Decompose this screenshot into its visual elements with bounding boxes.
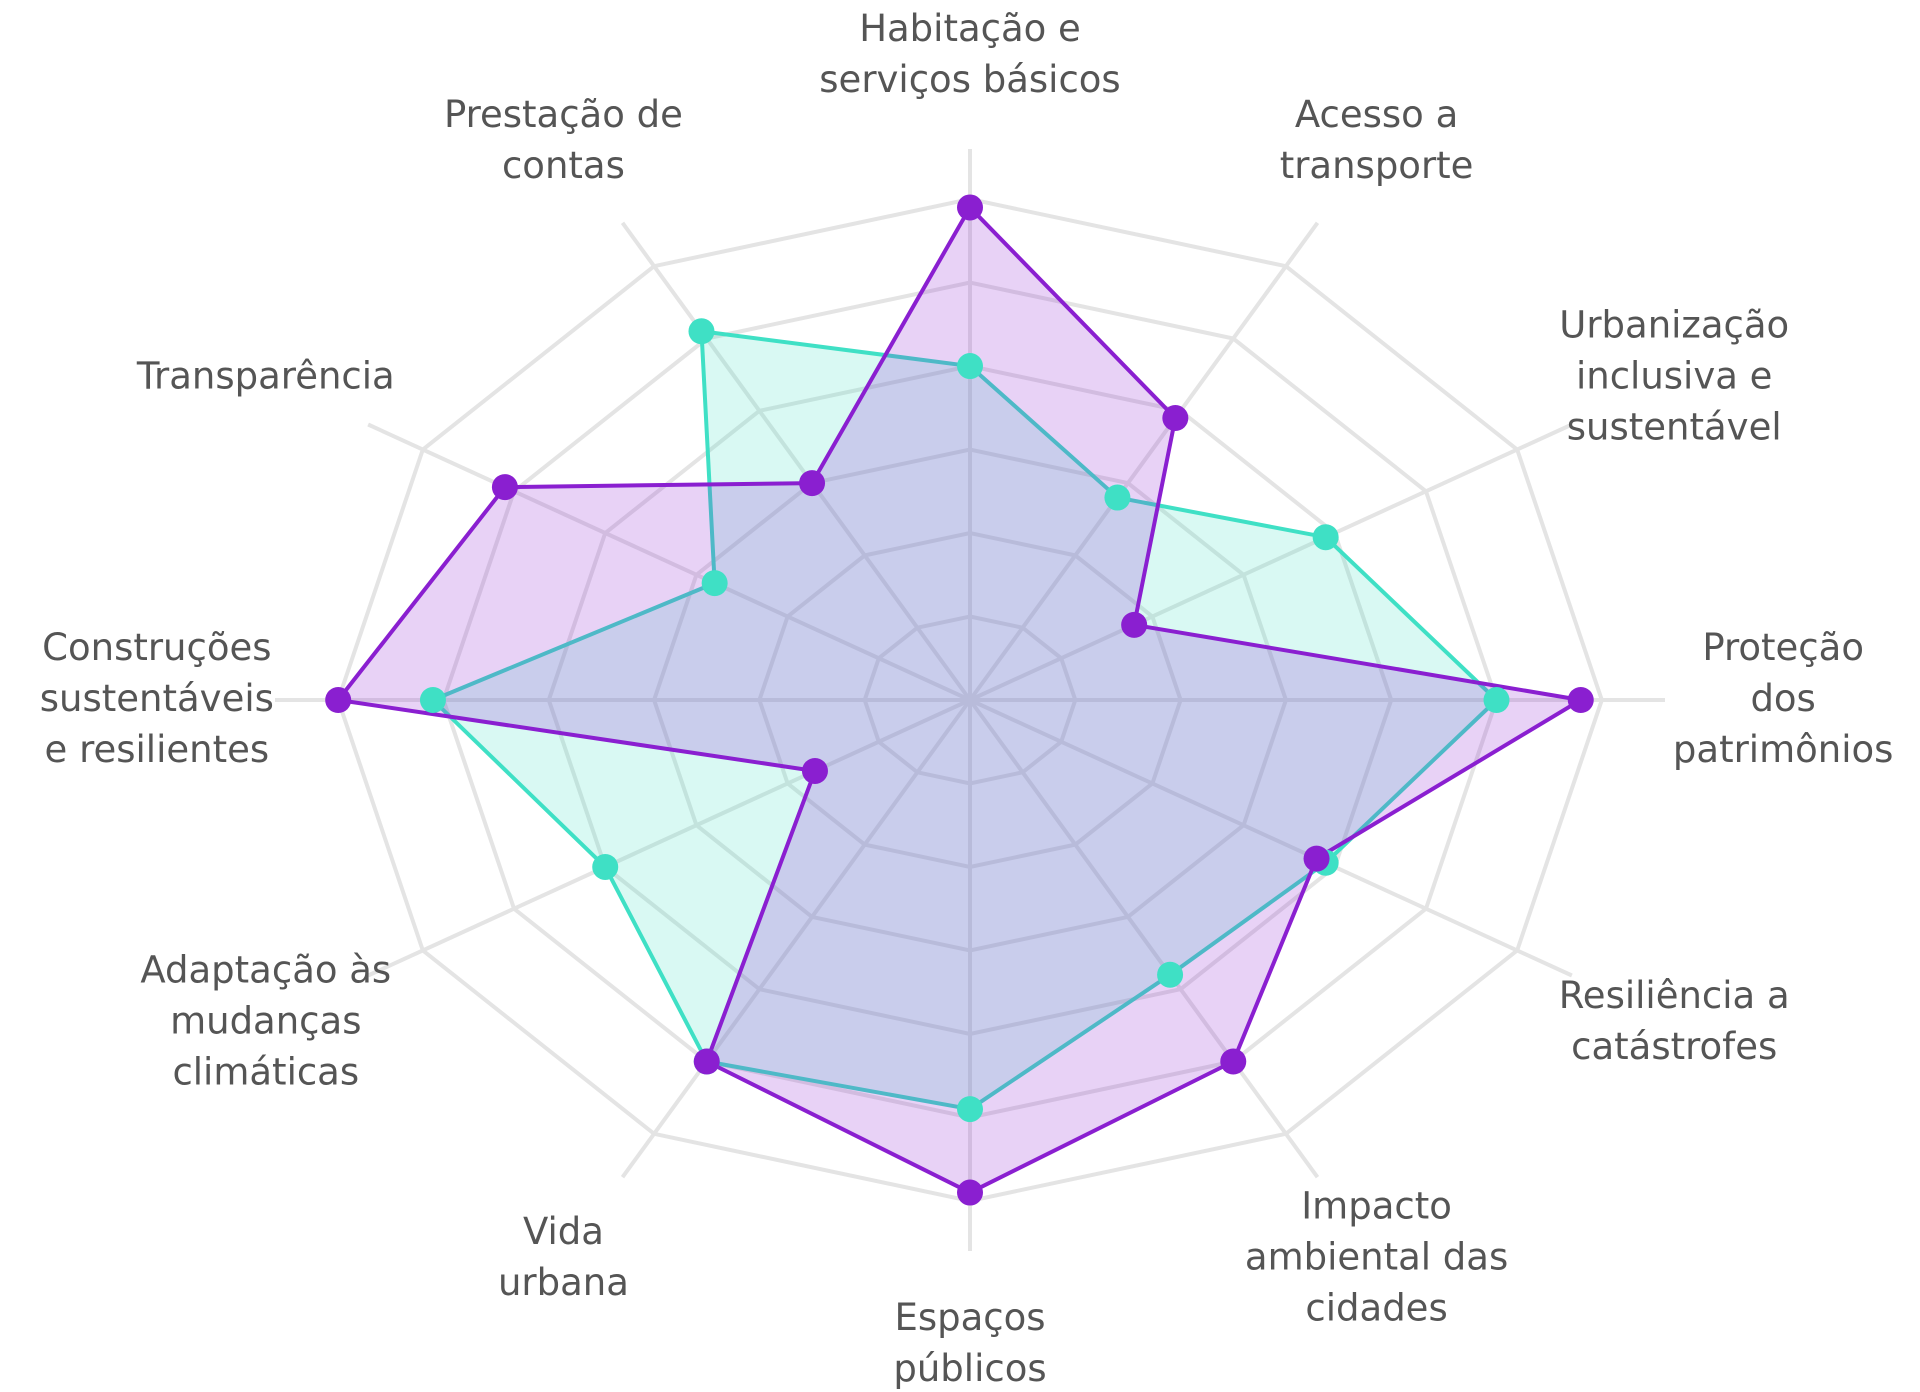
- axis-label: Prestação de contas: [444, 93, 683, 187]
- axis-label-line: inclusiva e: [1576, 354, 1772, 397]
- axis-label-line: públicos: [893, 1347, 1046, 1390]
- series-point: [957, 353, 983, 380]
- axis-label-line: contas: [502, 144, 625, 187]
- series-point: [1162, 405, 1189, 432]
- axis-label: Transparência: [136, 354, 395, 397]
- axis-label: Vida urbana: [498, 1209, 629, 1303]
- grid-spoke: [968, 698, 1320, 1179]
- series-point: [693, 1048, 720, 1075]
- grid-spoke: [969, 422, 1573, 702]
- axis-label: Resiliência a catástrofes: [1559, 973, 1790, 1067]
- axis-label: Adaptação às mudanças climáticas: [140, 948, 391, 1093]
- series-point: [957, 194, 983, 221]
- axis-label-line: serviços básicos: [819, 57, 1120, 100]
- series-point: [592, 853, 619, 880]
- series-point: [957, 1096, 983, 1123]
- axis-label: Espaços públicos: [893, 1296, 1046, 1390]
- axis-label-line: Proteção: [1702, 626, 1864, 669]
- series-point: [1312, 524, 1339, 551]
- axis-label: Acesso a transporte: [1280, 93, 1474, 187]
- series-point: [688, 318, 715, 345]
- axis-label-line: Construções: [42, 626, 271, 669]
- series-point: [1121, 611, 1148, 638]
- grid-spoke: [968, 221, 1320, 702]
- series-point: [1567, 687, 1594, 713]
- axis-label: Impacto ambiental das cidades: [1245, 1184, 1508, 1329]
- series-point: [1220, 1048, 1247, 1075]
- axis-label-line: Habitação e: [859, 6, 1081, 49]
- series-point: [491, 474, 518, 501]
- axis-label-line: Espaços: [894, 1296, 1045, 1339]
- axis-label-line: sustentável: [1567, 405, 1782, 448]
- axis-label-line: Urbanização: [1559, 303, 1789, 346]
- axis-label-line: climáticas: [172, 1050, 359, 1093]
- series-point: [1157, 961, 1184, 988]
- axis-label-line: Acesso a: [1295, 93, 1458, 136]
- axis-label-line: Resiliência a: [1559, 973, 1790, 1016]
- axis-label-line: mudanças: [170, 999, 361, 1042]
- axis-label-line: sustentáveis: [40, 677, 274, 720]
- axis-label-line: ambiental das: [1245, 1235, 1508, 1278]
- series-point: [957, 1179, 983, 1206]
- axis-label-line: e resilientes: [45, 728, 270, 771]
- axis-label-line: catástrofes: [1571, 1024, 1777, 1067]
- axis-label: Construções sustentáveis e resilientes: [40, 626, 274, 771]
- grid-spoke: [367, 698, 971, 978]
- axis-label-line: urbana: [498, 1260, 629, 1303]
- axis-label-line: cidades: [1305, 1286, 1447, 1329]
- series-area: [336, 205, 1583, 1195]
- axis-label-line: Prestação de: [444, 93, 683, 136]
- series-point: [799, 470, 826, 497]
- grid-spoke: [367, 422, 971, 702]
- series-point: [419, 687, 446, 713]
- grid-spoke: [620, 221, 972, 702]
- axis-label: Proteção dos patrimônios: [1673, 626, 1893, 771]
- axis-label: Urbanização inclusiva e sustentável: [1559, 303, 1789, 448]
- series-point: [701, 570, 728, 597]
- axis-label-line: Impacto: [1301, 1184, 1452, 1227]
- axis-label-line: dos: [1750, 677, 1815, 720]
- series-point: [1303, 845, 1330, 872]
- series-point: [325, 687, 352, 713]
- axis-label-line: patrimônios: [1673, 728, 1893, 771]
- series-point: [1483, 687, 1510, 713]
- axis-label-line: Transparência: [136, 354, 395, 397]
- axis-label-line: Vida: [523, 1209, 604, 1252]
- axis-label-line: transporte: [1280, 144, 1474, 187]
- series-point: [801, 757, 828, 784]
- axis-label: Habitação e serviços básicos: [819, 6, 1120, 100]
- series-point: [1104, 484, 1131, 511]
- axis-label-line: Adaptação às: [140, 948, 391, 991]
- grid-spoke: [969, 698, 1573, 978]
- grid-spoke: [620, 698, 972, 1179]
